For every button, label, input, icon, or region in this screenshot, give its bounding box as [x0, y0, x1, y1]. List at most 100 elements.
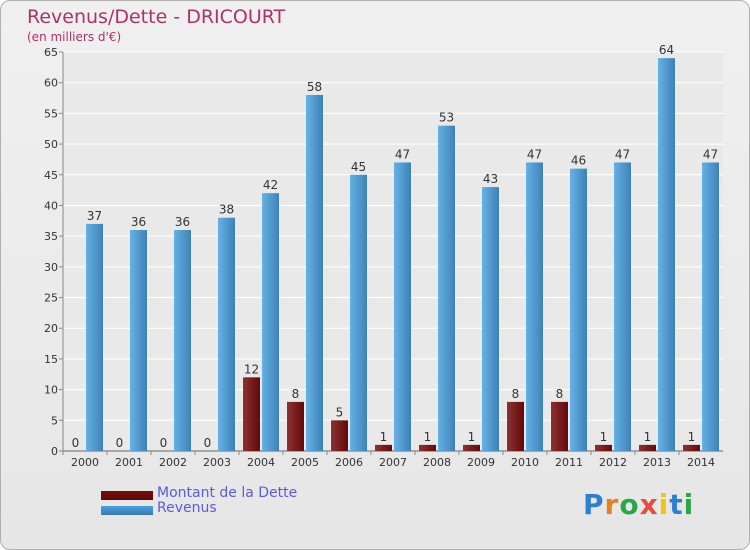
- data-label-revenus: 64: [659, 43, 674, 57]
- data-label-revenus: 43: [483, 172, 498, 186]
- y-tick-label: 0: [51, 445, 58, 458]
- logo-letter: i: [658, 488, 670, 521]
- legend-label-revenus: Revenus: [157, 500, 217, 516]
- y-tick-label: 60: [44, 77, 58, 90]
- data-label-revenus: 38: [219, 203, 234, 217]
- bar-revenus: [438, 125, 455, 452]
- bar-revenus: [350, 174, 367, 451]
- data-label-revenus: 36: [131, 215, 146, 229]
- bar-revenus: [702, 162, 719, 451]
- data-label-revenus: 47: [395, 147, 410, 161]
- bar-revenus: [130, 230, 147, 451]
- x-tick-label: 2009: [467, 456, 495, 469]
- bar-dette: [375, 444, 392, 451]
- data-label-revenus: 45: [351, 160, 366, 174]
- x-tick-label: 2010: [511, 456, 539, 469]
- data-label-revenus: 47: [703, 147, 718, 161]
- data-label-revenus: 46: [571, 154, 586, 168]
- data-label-revenus: 47: [615, 147, 630, 161]
- bar-revenus: [482, 187, 499, 452]
- x-tick-label: 2007: [379, 456, 407, 469]
- bar-revenus: [306, 94, 323, 451]
- x-tick-label: 2006: [335, 456, 363, 469]
- bar-dette: [507, 401, 524, 451]
- bar-revenus: [658, 58, 675, 452]
- bar-dette: [287, 401, 304, 451]
- bar-revenus: [526, 162, 543, 451]
- x-tick-label: 2012: [599, 456, 627, 469]
- y-tick-label: 55: [44, 107, 58, 120]
- bar-revenus: [174, 230, 191, 451]
- y-tick-label: 25: [44, 292, 58, 305]
- x-tick-label: 2004: [247, 456, 275, 469]
- bar-revenus: [570, 168, 587, 451]
- y-tick-label: 35: [44, 230, 58, 243]
- y-tick-label: 30: [44, 261, 58, 274]
- y-tick-label: 65: [44, 46, 58, 59]
- x-tick-label: 2011: [555, 456, 583, 469]
- data-label-revenus: 47: [527, 147, 542, 161]
- logo-letter: i: [683, 488, 695, 521]
- bar-revenus: [394, 162, 411, 451]
- x-tick-label: 2000: [71, 456, 99, 469]
- chart-subtitle: (en milliers d'€): [27, 30, 122, 44]
- y-tick-label: 40: [44, 199, 58, 212]
- x-tick-label: 2001: [115, 456, 143, 469]
- logo-letter: x: [639, 488, 659, 521]
- x-tick-label: 2003: [203, 456, 231, 469]
- bar-revenus: [218, 217, 235, 451]
- y-tick-label: 5: [51, 414, 58, 427]
- bar-dette: [639, 444, 656, 451]
- data-label-revenus: 58: [307, 80, 322, 94]
- data-label-dette: 5: [336, 405, 344, 419]
- x-tick-label: 2013: [643, 456, 671, 469]
- bar-dette: [551, 401, 568, 451]
- x-tick-label: 2005: [291, 456, 319, 469]
- data-label-revenus: 37: [87, 209, 102, 223]
- data-label-revenus: 42: [263, 178, 278, 192]
- bar-revenus: [86, 223, 103, 451]
- proxiti-logo: Proxiti: [583, 488, 694, 521]
- y-tick-label: 10: [44, 384, 58, 397]
- y-tick-label: 50: [44, 138, 58, 151]
- data-label-dette: 12: [244, 362, 259, 376]
- y-tick-label: 15: [44, 353, 58, 366]
- y-tick-label: 45: [44, 169, 58, 182]
- data-label-dette: 8: [556, 387, 564, 401]
- logo-letter: P: [583, 488, 605, 521]
- data-label-dette: 1: [688, 430, 696, 444]
- bar-dette: [683, 444, 700, 451]
- data-label-dette: 8: [292, 387, 300, 401]
- y-tick-label: 20: [44, 322, 58, 335]
- legend-label-dette: Montant de la Dette: [157, 485, 298, 501]
- bar-revenus: [262, 193, 279, 451]
- bar-dette: [243, 377, 260, 451]
- logo-letter: t: [669, 488, 684, 521]
- x-tick-label: 2014: [687, 456, 715, 469]
- data-label-dette: 0: [160, 436, 168, 450]
- x-tick-label: 2002: [159, 456, 187, 469]
- data-label-revenus: 36: [175, 215, 190, 229]
- bar-dette: [595, 444, 612, 451]
- data-label-revenus: 53: [439, 111, 454, 125]
- legend-swatch-revenus: [101, 506, 153, 515]
- legend-swatch-dette: [101, 491, 153, 500]
- plot-area: [63, 52, 723, 451]
- data-label-dette: 1: [600, 430, 608, 444]
- data-label-dette: 1: [424, 430, 432, 444]
- chart-title: Revenus/Dette - DRICOURT: [27, 6, 286, 28]
- logo-letter: r: [604, 488, 620, 521]
- bar-dette: [463, 444, 480, 451]
- logo-letter: o: [619, 488, 640, 521]
- data-label-dette: 0: [72, 436, 80, 450]
- data-label-dette: 0: [204, 436, 212, 450]
- data-label-dette: 1: [468, 430, 476, 444]
- data-label-dette: 0: [116, 436, 124, 450]
- data-label-dette: 1: [644, 430, 652, 444]
- bar-dette: [419, 444, 436, 451]
- bar-dette: [331, 420, 348, 451]
- data-label-dette: 8: [512, 387, 520, 401]
- x-tick-label: 2008: [423, 456, 451, 469]
